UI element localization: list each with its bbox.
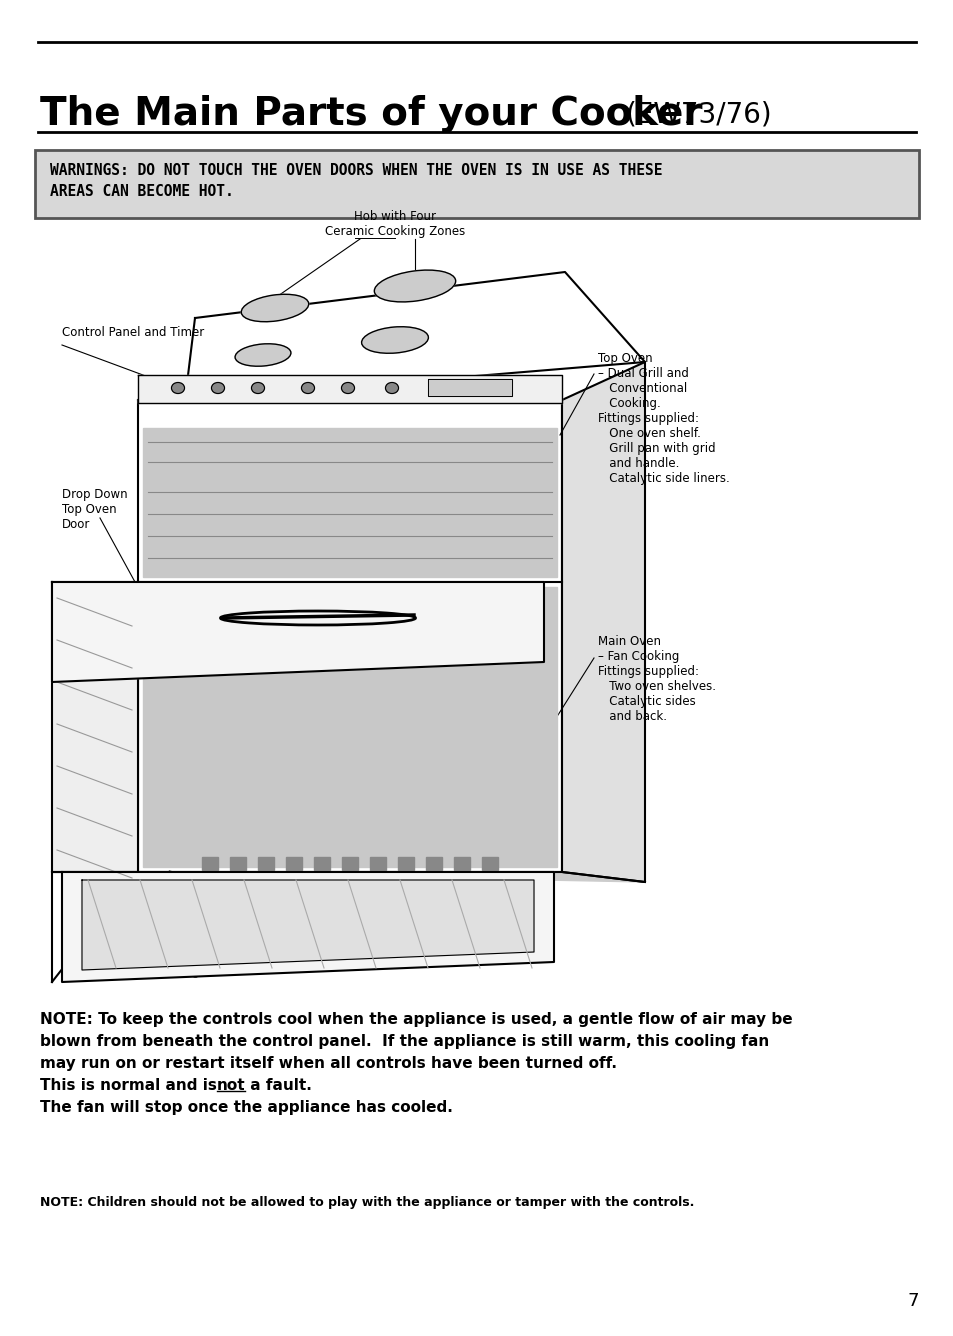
Text: The fan will stop once the appliance has cooled.: The fan will stop once the appliance has… — [40, 1100, 453, 1116]
Polygon shape — [230, 856, 246, 870]
Polygon shape — [143, 587, 557, 867]
Text: Top Oven
– Dual Grill and
   Conventional
   Cooking.
Fittings supplied:
   One : Top Oven – Dual Grill and Conventional C… — [598, 351, 729, 485]
Ellipse shape — [241, 294, 309, 322]
Polygon shape — [341, 856, 357, 870]
Polygon shape — [286, 856, 302, 870]
Ellipse shape — [361, 327, 428, 353]
Ellipse shape — [234, 343, 291, 366]
Text: not: not — [216, 1078, 245, 1093]
Text: Hob with Four
Ceramic Cooking Zones: Hob with Four Ceramic Cooking Zones — [325, 210, 465, 238]
Text: a fault.: a fault. — [245, 1078, 312, 1093]
Text: NOTE: To keep the controls cool when the appliance is used, a gentle flow of air: NOTE: To keep the controls cool when the… — [40, 1011, 792, 1027]
Polygon shape — [481, 856, 497, 870]
Polygon shape — [62, 872, 554, 982]
Polygon shape — [370, 856, 386, 870]
Polygon shape — [561, 362, 644, 882]
Polygon shape — [52, 582, 138, 872]
Polygon shape — [82, 880, 534, 970]
Text: may run on or restart itself when all controls have been turned off.: may run on or restart itself when all co… — [40, 1055, 617, 1071]
Polygon shape — [426, 856, 441, 870]
Polygon shape — [257, 856, 274, 870]
Polygon shape — [143, 428, 557, 577]
Polygon shape — [428, 379, 512, 395]
Text: WARNINGS: DO NOT TOUCH THE OVEN DOORS WHEN THE OVEN IS IN USE AS THESE
AREAS CAN: WARNINGS: DO NOT TOUCH THE OVEN DOORS WH… — [50, 163, 661, 199]
Polygon shape — [138, 872, 644, 882]
Text: (EW73/76): (EW73/76) — [625, 100, 772, 128]
Ellipse shape — [385, 382, 398, 394]
Polygon shape — [138, 399, 561, 872]
Ellipse shape — [374, 270, 456, 302]
Ellipse shape — [301, 382, 314, 394]
Text: 7: 7 — [907, 1292, 919, 1311]
Polygon shape — [138, 375, 561, 403]
Polygon shape — [52, 582, 543, 681]
Text: blown from beneath the control panel.  If the appliance is still warm, this cool: blown from beneath the control panel. If… — [40, 1034, 768, 1049]
Ellipse shape — [341, 382, 355, 394]
Text: Drop Down
Top Oven
Door: Drop Down Top Oven Door — [62, 488, 128, 530]
Text: Removable inner glass door: Removable inner glass door — [88, 965, 253, 978]
Ellipse shape — [212, 382, 224, 394]
Text: Control Panel and Timer: Control Panel and Timer — [62, 326, 204, 339]
Text: This is normal and is: This is normal and is — [40, 1078, 222, 1093]
Polygon shape — [454, 856, 470, 870]
Text: NOTE: Children should not be allowed to play with the appliance or tamper with t: NOTE: Children should not be allowed to … — [40, 1196, 694, 1209]
Text: Main Oven
– Fan Cooking
Fittings supplied:
   Two oven shelves.
   Catalytic sid: Main Oven – Fan Cooking Fittings supplie… — [598, 635, 716, 723]
FancyBboxPatch shape — [35, 150, 918, 218]
Polygon shape — [314, 856, 330, 870]
Ellipse shape — [252, 382, 264, 394]
Polygon shape — [185, 273, 644, 399]
Polygon shape — [202, 856, 218, 870]
Ellipse shape — [172, 382, 184, 394]
Text: The Main Parts of your Cooker: The Main Parts of your Cooker — [40, 95, 701, 134]
Polygon shape — [397, 856, 414, 870]
Text: Adjustable feet front
Adjustable wheels at rear: Adjustable feet front Adjustable wheels … — [332, 930, 482, 958]
Text: Rating plate: Rating plate — [252, 915, 324, 929]
